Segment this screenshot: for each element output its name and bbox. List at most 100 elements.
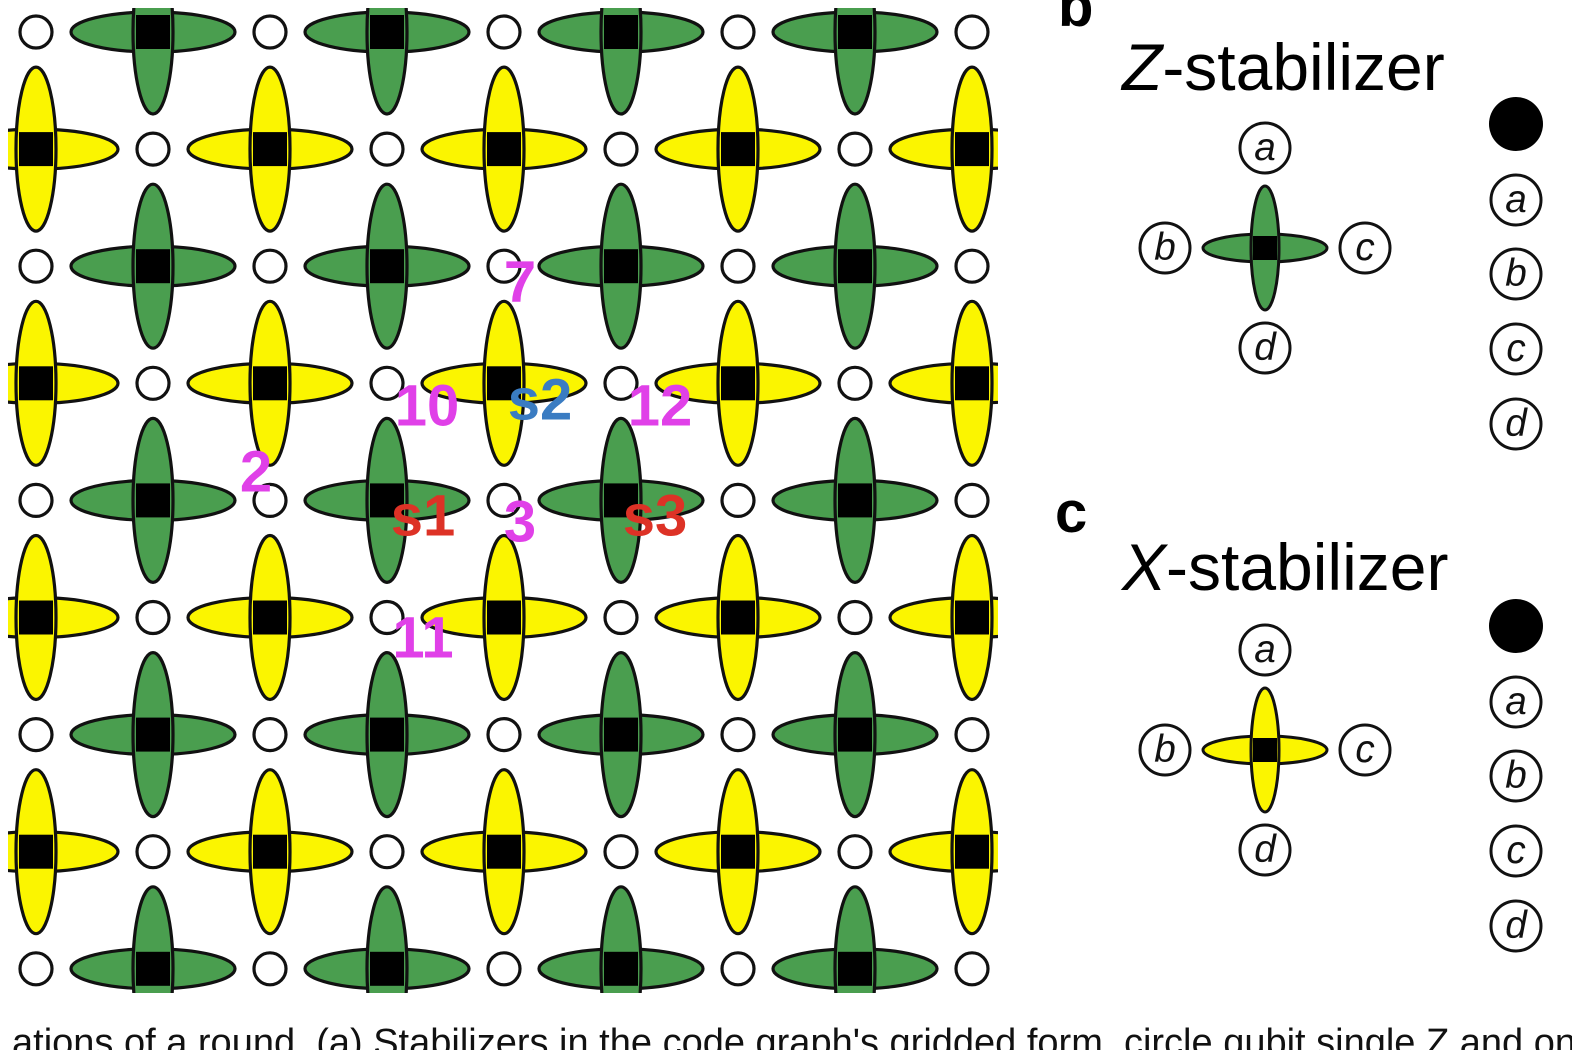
qubit-label-d: d <box>1238 321 1292 375</box>
x-stabilizer-cross <box>888 65 998 233</box>
x-stabilizer-cross <box>888 533 998 702</box>
data-qubit-circle <box>837 834 873 870</box>
stabilizer-node <box>370 717 404 752</box>
z-stabilizer-cross <box>69 416 237 584</box>
x-stabilizer-cross <box>420 65 588 233</box>
qubit-label-letter: a <box>1254 126 1276 169</box>
data-qubit-circle <box>369 365 405 401</box>
qubit-label-circle <box>1338 723 1392 777</box>
panel-b-letter: b <box>1058 0 1093 39</box>
stabilizer-node <box>604 717 638 752</box>
qubit-label-letter: c <box>1355 226 1374 269</box>
qubit-label-circle <box>1489 247 1543 301</box>
lattice-label-11: 11 <box>392 605 453 670</box>
x-stabilizer-cross <box>186 768 354 936</box>
qubit-label-circle <box>1238 823 1292 877</box>
x-stabilizer-cross <box>420 768 588 936</box>
qubit-label-circle <box>1238 321 1292 375</box>
qubit-label-d: d <box>1489 899 1543 953</box>
x-stabilizer-cross <box>8 299 120 467</box>
panel-c-title-rest: -stabilizer <box>1166 530 1448 604</box>
stabilizer-node <box>604 483 638 518</box>
qubit-label-d: d <box>1238 823 1292 877</box>
qubit-label-circle <box>1489 675 1543 729</box>
qubit-label-d: d <box>1489 397 1543 451</box>
stabilizer-node <box>370 15 404 49</box>
qubit-label-b: b <box>1138 221 1192 275</box>
z-stabilizer-cross <box>771 416 939 584</box>
data-qubit-circle <box>18 14 54 50</box>
stabilizer-node <box>487 132 521 167</box>
stabilizer-node <box>1253 738 1277 762</box>
z-stabilizer-cross <box>69 650 237 819</box>
data-qubit-circle <box>837 365 873 401</box>
stabilizer-node <box>955 366 989 401</box>
data-qubit-circle <box>603 131 639 167</box>
data-qubit-circle <box>720 951 756 987</box>
panel-b-title: Z-stabilizer <box>1120 30 1445 104</box>
qubit-label-circle <box>1238 623 1292 677</box>
data-qubit-circle <box>369 599 405 636</box>
surface-code-lattice: 7 10 s2 12 2 s1 3 s3 11 <box>8 8 998 993</box>
x-stabilizer-cross <box>186 299 354 467</box>
qubit-label-letter: b <box>1154 728 1176 771</box>
stabilizer-node <box>955 834 989 869</box>
stabilizer-node <box>136 249 170 284</box>
data-qubit-circle <box>18 716 54 753</box>
z-stabilizer-cross <box>303 416 471 584</box>
qubit-label-circle <box>1489 322 1543 376</box>
x-stabilizer-cross <box>8 768 120 936</box>
x-stabilizer-cross-diagram: a b c d <box>1138 623 1392 877</box>
lattice-label-10: 10 <box>395 373 460 438</box>
data-qubit-circle <box>135 131 171 167</box>
qubit-label-circle <box>1489 899 1543 953</box>
qubit-label-letter: b <box>1505 252 1527 295</box>
stabilizer-node <box>838 15 872 49</box>
stabilizer-node <box>604 951 638 986</box>
qubit-label-a: a <box>1489 675 1543 729</box>
qubit-label-letter: a <box>1254 628 1276 671</box>
stabilizer-node <box>721 600 755 635</box>
lattice-label-2: 2 <box>240 439 272 504</box>
legend-filled-circle <box>1489 97 1543 151</box>
z-stabilizer-cross <box>771 182 939 350</box>
z-stabilizer-cross <box>303 8 471 116</box>
data-qubit-circle <box>486 716 522 753</box>
data-qubit-circle <box>954 482 990 518</box>
data-qubit-circle <box>954 14 990 50</box>
stabilizer-node <box>136 15 170 49</box>
x-stabilizer-cross <box>420 533 588 702</box>
data-qubit-circle <box>954 716 990 753</box>
lattice-label-s3: s3 <box>623 483 688 548</box>
qubit-label-b: b <box>1489 749 1543 803</box>
data-qubit-circle <box>954 248 990 284</box>
data-qubit-circle <box>135 599 171 636</box>
z-stabilizer-cross <box>771 8 939 116</box>
stabilizer-node <box>1253 236 1277 260</box>
qubit-label-circle <box>1138 221 1192 275</box>
z-stabilizer-cross <box>771 650 939 819</box>
stabilizer-node <box>253 366 287 401</box>
data-qubit-circle <box>486 951 522 987</box>
qubit-label-c: c <box>1338 723 1392 777</box>
qubit-label-letter: c <box>1506 327 1525 370</box>
z-stabilizer-cross <box>69 8 237 116</box>
data-qubit-circle <box>603 365 639 401</box>
stabilizer-node <box>253 834 287 869</box>
stabilizer-node <box>721 132 755 167</box>
stabilizer-node <box>253 132 287 167</box>
stabilizer-node <box>370 249 404 284</box>
z-stabilizer-cross <box>1201 184 1329 312</box>
stabilizer-node <box>838 717 872 752</box>
data-qubit-circle <box>252 951 288 987</box>
data-qubit-circle <box>720 482 756 518</box>
z-stabilizer-cross <box>69 885 237 993</box>
panel-b-title-italic: Z <box>1120 30 1165 104</box>
x-stabilizer-cross <box>1201 686 1329 814</box>
x-stabilizer-cross <box>654 533 822 702</box>
x-stabilizer-cross <box>654 768 822 936</box>
qubit-label-b: b <box>1138 723 1192 777</box>
qubit-label-c: c <box>1489 824 1543 878</box>
lattice-label-s2: s2 <box>508 367 573 432</box>
qubit-label-circle <box>1489 824 1543 878</box>
